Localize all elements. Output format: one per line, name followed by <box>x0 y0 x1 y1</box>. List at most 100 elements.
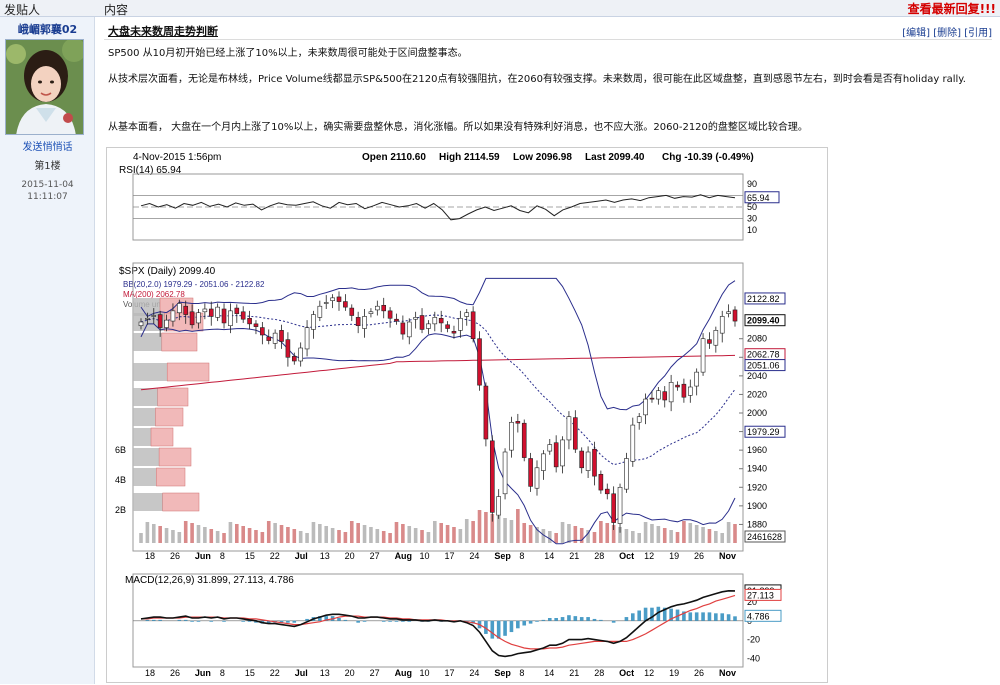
volume-label-box <box>744 530 786 543</box>
quote-link[interactable]: [引用] <box>964 28 992 39</box>
rsi-value-label: 65.94 <box>747 193 770 203</box>
x-tick-label: 26 <box>170 551 180 561</box>
volume-bar <box>183 521 188 543</box>
macd-line <box>140 589 736 658</box>
author-name-link[interactable]: 峨嵋郭襄02 <box>17 23 78 36</box>
candle-body <box>451 330 457 334</box>
candle-body <box>585 451 591 471</box>
volume-bar <box>477 510 482 543</box>
x-tick-label: 27 <box>370 551 380 561</box>
volume-bar <box>579 528 584 543</box>
candle-body <box>279 330 284 342</box>
bollinger-lower <box>140 323 736 545</box>
candle-body <box>719 316 725 334</box>
candle-body <box>643 398 648 416</box>
avatar[interactable] <box>5 39 84 135</box>
price-label-box <box>744 359 786 372</box>
macd-signal-line <box>141 594 736 650</box>
candle-body <box>681 383 687 398</box>
candle-body <box>521 422 527 458</box>
macd-x-tick-label: 27 <box>370 668 380 678</box>
volume-bar <box>541 529 546 543</box>
volume-bar <box>516 509 520 543</box>
candle-body <box>164 319 169 328</box>
candle-body <box>547 444 553 452</box>
candle-body <box>726 311 731 314</box>
candle-body <box>317 305 323 318</box>
volume-bar <box>286 527 290 543</box>
candle-body <box>202 308 208 313</box>
candle-body <box>151 315 157 317</box>
volume-bar <box>266 521 271 543</box>
send-message-link[interactable]: 发送悄悄话 <box>22 142 73 153</box>
candle-body <box>234 307 240 314</box>
macd-histogram-bar <box>503 620 507 636</box>
macd-histogram-bar <box>516 620 520 629</box>
candle-body <box>272 332 278 344</box>
x-tick-label: 18 <box>145 551 155 561</box>
delete-link[interactable]: [删除] <box>933 28 961 39</box>
macd-histogram-bar <box>567 615 571 621</box>
macd-x-tick-label: Sep <box>494 668 511 678</box>
edit-link[interactable]: [编辑] <box>902 28 930 39</box>
macd-histogram-bar <box>279 620 284 623</box>
volume-bar <box>388 533 392 543</box>
macd-histogram-bar <box>650 607 654 621</box>
volume-bar <box>362 525 367 543</box>
macd-histogram-bar <box>611 620 616 623</box>
volume-bar <box>298 531 303 543</box>
macd-histogram-bar <box>701 612 705 621</box>
x-tick-label: 10 <box>420 551 430 561</box>
volume-profile-bar <box>150 427 174 447</box>
x-tick-label: 13 <box>320 551 330 561</box>
volume-bar <box>445 525 450 543</box>
chart-high: High 2114.59 <box>439 152 500 163</box>
x-tick-label: Oct <box>619 551 634 561</box>
macd-x-tick-label: Oct <box>619 668 634 678</box>
price-tick-label: 2080 <box>747 334 767 344</box>
volume-bar <box>158 526 162 543</box>
post-title: 大盘未来数周走势判断 <box>108 25 218 38</box>
volume-bar <box>420 530 424 543</box>
latest-reply-link[interactable]: 查看最新回复!!! <box>907 2 996 16</box>
macd-histogram-bar <box>145 619 150 621</box>
candle-body <box>624 458 629 490</box>
volume-bar <box>381 531 386 543</box>
macd-histogram-bar <box>541 619 546 621</box>
macd-x-tick-label: 26 <box>170 668 180 678</box>
macd-value-label: 27.113 <box>747 590 774 600</box>
macd-histogram-bar <box>158 619 162 621</box>
volume-bar <box>701 527 705 543</box>
candle-body <box>145 317 150 320</box>
candle-body <box>196 312 201 324</box>
volume-bar <box>720 533 725 543</box>
macd-histogram-bar <box>177 619 182 621</box>
volume-bar <box>528 525 533 543</box>
candle-body <box>240 311 246 320</box>
chart-date: 4-Nov-2015 1:56pm <box>133 152 221 163</box>
volume-bar <box>164 528 169 543</box>
volume-bar <box>433 521 437 543</box>
macd-histogram-bar <box>522 620 527 626</box>
price-label-box <box>744 292 786 305</box>
candle-body <box>330 297 335 301</box>
macd-histogram-bar <box>484 620 488 634</box>
macd-x-tick-label: 13 <box>320 668 330 678</box>
volume-profile-bar <box>133 428 151 446</box>
candle-body <box>394 318 399 322</box>
post-clock: 11:11:07 <box>27 192 68 202</box>
price-tick-label: 2020 <box>747 389 767 399</box>
macd-histogram-bar <box>324 616 329 621</box>
author-panel: 峨嵋郭襄02 发送悄悄话 第1楼 2015-11-04 11:11:07 <box>0 17 95 684</box>
macd-tick-label: 20 <box>747 597 757 607</box>
macd-x-tick-label: Jun <box>195 668 211 678</box>
volume-bar <box>254 530 258 543</box>
volume-bar <box>567 524 571 543</box>
candle-body <box>215 306 220 318</box>
macd-histogram-bar <box>528 620 533 624</box>
macd-x-tick-label: 19 <box>669 668 679 678</box>
price-label-box <box>744 425 786 438</box>
table-header: 发贴人 内容 查看最新回复!!! <box>0 0 1000 17</box>
volume-bar <box>611 525 616 543</box>
volume-bar <box>688 523 693 543</box>
